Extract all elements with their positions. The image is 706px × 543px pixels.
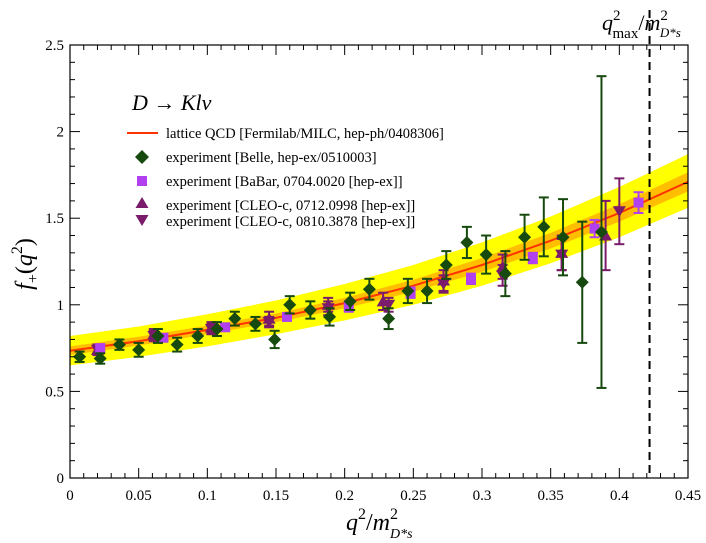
lattice-center-line [70,180,688,352]
legend-label-lattice: lattice QCD [Fermilab/MILC, hep-ph/04083… [166,126,444,142]
legend: lattice QCD [Fermilab/MILC, hep-ph/04083… [127,126,444,230]
qmax-base: q [602,10,613,35]
data-point [191,329,205,343]
y-tick-label: 0.5 [45,384,64,400]
y-tick-label: 2.5 [45,38,64,54]
data-point [633,197,644,208]
x-label-sup: 2 [358,506,366,523]
qmax-sup: 2 [613,8,621,24]
legend-label-babar: experiment [BaBar, 0704.0020 [hep-ex]] [166,174,403,190]
data-point [401,284,415,298]
data-point [575,275,589,289]
x-tick-label: 0 [66,488,74,504]
x-tick-label: 0.3 [473,488,492,504]
data-point [555,249,569,261]
data-point [594,225,608,239]
data-point [437,279,451,291]
x-tick-label: 0.1 [198,488,217,504]
y-label-inner-sup: 2 [9,246,26,254]
qmax-sub2: D*s [659,25,681,40]
data-point [382,312,396,326]
data-point [479,248,493,262]
qmax-label: q2 max/m2 D*s [602,8,681,42]
x-tick-label: 0.45 [675,488,701,504]
data-point [343,294,357,308]
legend-label-cleo-1: experiment [CLEO-c, 0712.0998 [hep-ex]] [166,198,415,214]
data-point [262,317,276,329]
axis-ticks: 0 0.05 0.1 0.15 0.2 0.25 0.3 0.35 0.4 0.45 0 0.5 1 1.… [45,38,701,504]
x-label-base: q [346,510,358,536]
data-point [220,322,231,333]
data-point [420,284,434,298]
data-point [612,206,626,218]
legend-marker-cleo-up [135,197,149,208]
data-point [73,350,87,364]
x-label-sub2: D*s [389,527,413,542]
y-label-inner: q [12,254,38,266]
x-tick-label: 0.35 [538,488,564,504]
qmax-base2: m [644,10,660,35]
data-point [132,343,146,357]
data-point [210,322,224,336]
x-label-sep: / [366,510,373,536]
x-tick-label: 0.4 [610,488,629,504]
x-tick-label: 0.2 [335,488,354,504]
y-label-paren-open: ( [12,266,38,274]
data-point [151,329,165,343]
data-point [439,258,453,272]
legend-label-belle: experiment [Belle, hep-ex/0510003] [166,150,377,166]
x-tick-label: 0.25 [400,488,426,504]
data-point [268,332,282,346]
legend-marker-cleo-down [135,215,149,226]
data-point [170,338,184,352]
data-series [73,75,644,389]
y-tick-label: 0 [57,471,65,487]
x-axis-label: q2/m2 D*s [346,506,413,542]
data-point [112,338,126,352]
y-label-sub: + [25,274,42,283]
qmax-sep: / [638,10,645,35]
process-label: D → Klν [131,90,212,115]
data-point [283,298,297,312]
lattice-outer-band [70,154,688,366]
x-label-sup2: 2 [390,506,398,523]
qmax-sub: max [613,26,639,42]
data-point [460,235,474,249]
y-label-base: f [12,280,38,290]
data-point [95,343,106,354]
data-point [382,299,396,311]
data-point [323,310,337,324]
legend-marker-belle [135,150,149,164]
data-point [498,267,512,281]
data-point [362,282,376,296]
y-tick-label: 1 [57,298,65,314]
legend-label-cleo-2: experiment [CLEO-c, 0810.3878 [hep-ex]] [166,214,415,230]
data-point [93,351,107,365]
y-tick-label: 1.5 [45,211,64,227]
data-point [303,303,317,317]
y-axis-label: f+(q2) [9,238,42,290]
data-point [556,230,570,244]
y-tick-label: 2 [57,125,65,141]
series-diamond [73,75,608,389]
lattice-bands [70,154,688,366]
data-point [466,273,477,284]
legend-marker-babar [137,176,147,186]
data-point [537,220,551,234]
x-tick-label: 0.15 [263,488,289,504]
data-point [518,230,532,244]
y-label-paren-close: ) [12,238,38,246]
data-point [248,317,262,331]
plot-frame [69,44,689,479]
qmax-sup2: 2 [660,8,668,24]
x-tick-label: 0.05 [126,488,152,504]
data-point [527,253,538,264]
data-point [228,312,242,326]
x-label-base2: m [373,510,390,536]
